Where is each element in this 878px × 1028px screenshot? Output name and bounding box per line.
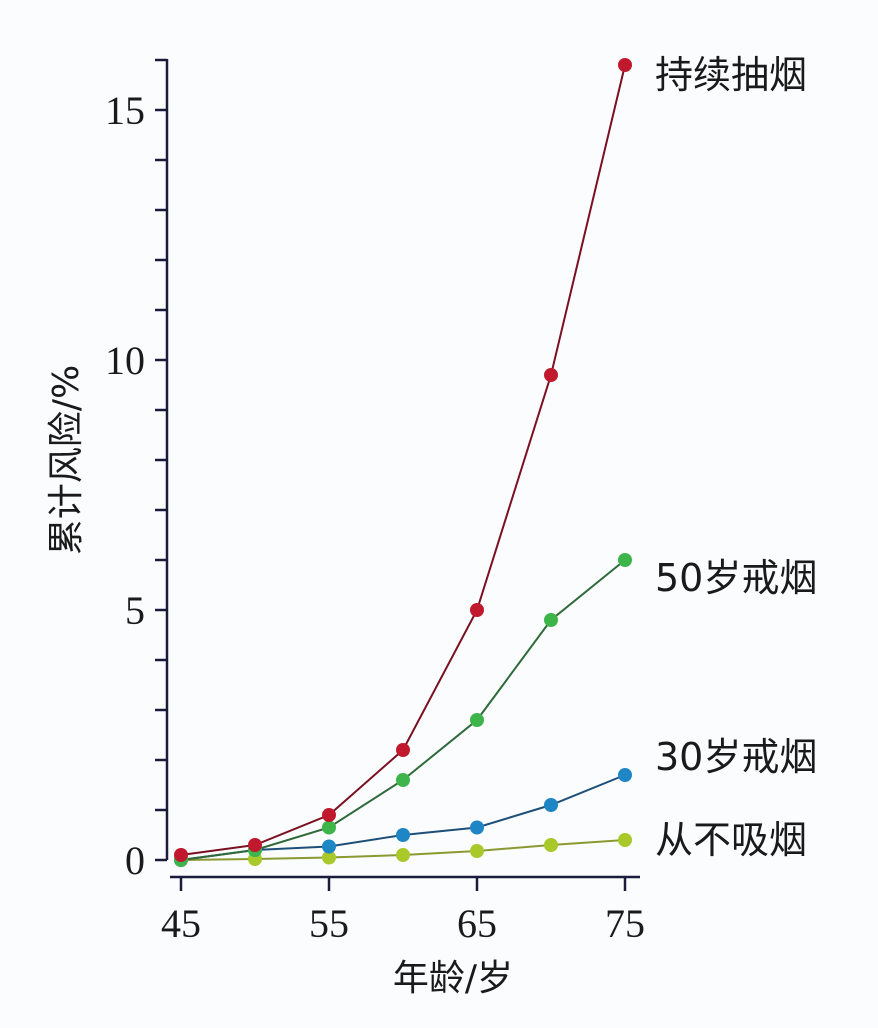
axes: 0 5 10 15 45 55 65 75	[105, 58, 645, 946]
data-point	[322, 808, 336, 822]
x-tick-label: 45	[161, 901, 201, 946]
series-line	[180, 774, 626, 861]
series-line	[180, 64, 626, 856]
data-point	[322, 850, 336, 865]
data-point	[618, 553, 632, 567]
y-tick-label: 15	[105, 88, 145, 133]
x-tick-label: 55	[309, 901, 349, 946]
x-axis-title: 年龄/岁	[393, 958, 513, 999]
x-tick-label: 75	[605, 901, 645, 946]
y-axis-title: 累计风险/%	[46, 365, 87, 555]
data-point	[322, 839, 336, 854]
series-lines	[180, 64, 626, 861]
series-label: 30岁戒烟	[655, 735, 817, 779]
series-label: 从不吸烟	[655, 818, 807, 862]
data-point	[544, 798, 558, 812]
series-line	[180, 559, 626, 861]
data-point	[396, 828, 410, 842]
data-point	[396, 773, 410, 787]
data-point	[174, 848, 188, 862]
data-point	[248, 838, 262, 852]
data-point	[544, 613, 558, 627]
data-point	[470, 844, 484, 858]
data-point	[618, 833, 632, 847]
y-tick-label: 5	[125, 588, 145, 633]
data-point	[544, 368, 558, 382]
data-point	[470, 603, 484, 617]
series-markers	[174, 58, 632, 867]
series-label: 持续抽烟	[655, 53, 807, 97]
data-point	[396, 848, 410, 862]
y-tick-label: 10	[105, 338, 145, 383]
data-point	[618, 58, 632, 72]
data-point	[470, 820, 484, 835]
series-label: 50岁戒烟	[655, 556, 817, 600]
data-point	[322, 820, 336, 835]
x-tick-label: 65	[457, 901, 497, 946]
data-point	[618, 768, 632, 782]
y-tick-label: 0	[125, 838, 145, 883]
data-point	[544, 838, 558, 852]
data-point	[396, 743, 410, 757]
data-point	[470, 713, 484, 727]
